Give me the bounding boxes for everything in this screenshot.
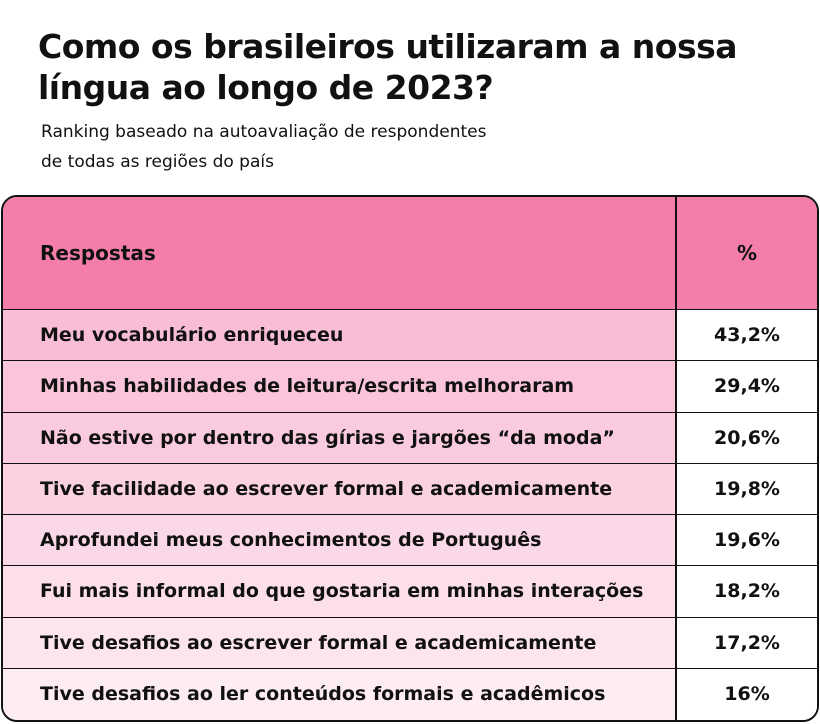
- percent-cell: 43,2%: [677, 310, 817, 362]
- subtitle-line: de todas as regiões do país: [41, 152, 274, 172]
- subtitle: Ranking baseado na autoavaliação de resp…: [41, 117, 486, 177]
- title-line: língua ao longo de 2023?: [38, 68, 494, 107]
- percent-cell: 18,2%: [677, 566, 817, 618]
- column-header: %: [677, 197, 817, 310]
- percent-cell: 17,2%: [677, 617, 817, 669]
- title: Como os brasileiros utilizaram a nossa l…: [38, 26, 738, 108]
- percent-cell: 29,4%: [677, 361, 817, 413]
- answer-cell: Meu vocabulário enriqueceu: [3, 310, 677, 362]
- answer-cell: Aprofundei meus conhecimentos de Portugu…: [3, 515, 677, 567]
- subtitle-line: Ranking baseado na autoavaliação de resp…: [41, 122, 487, 142]
- percent-cell: 19,8%: [677, 463, 817, 515]
- answer-cell: Tive facilidade ao escrever formal e aca…: [3, 463, 677, 515]
- percent-cell: 16%: [677, 668, 817, 720]
- percent-cell: 20,6%: [677, 412, 817, 464]
- answer-cell: Tive desafios ao ler conteúdos formais e…: [3, 668, 677, 720]
- column-header: Respostas: [3, 197, 677, 310]
- table: Respostas% Meu vocabulário enriqueceu 43,2…: [1, 195, 819, 722]
- answer-cell: Tive desafios ao escrever formal e acade…: [3, 617, 677, 669]
- answer-cell: Não estive por dentro das gírias e jargõ…: [3, 412, 677, 464]
- percent-cell: 19,6%: [677, 515, 817, 567]
- title-line: Como os brasileiros utilizaram a nossa: [38, 27, 738, 66]
- answer-cell: Fui mais informal do que gostaria em min…: [3, 566, 677, 618]
- answer-cell: Minhas habilidades de leitura/escrita me…: [3, 361, 677, 413]
